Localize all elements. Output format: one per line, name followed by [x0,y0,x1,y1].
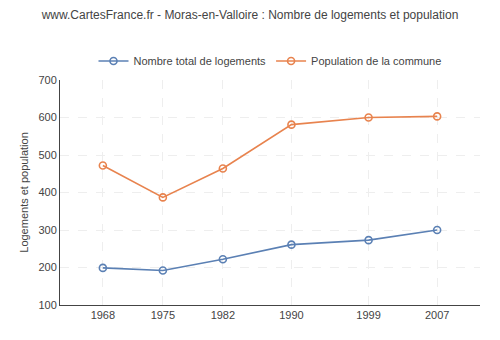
svg-text:1999: 1999 [356,309,380,321]
svg-text:1982: 1982 [211,309,235,321]
svg-text:1990: 1990 [279,309,303,321]
svg-text:200: 200 [38,261,56,273]
svg-text:300: 300 [38,224,56,236]
svg-text:100: 100 [38,299,56,311]
svg-text:600: 600 [38,111,56,123]
svg-text:Logements et population: Logements et population [18,132,30,252]
svg-text:500: 500 [38,149,56,161]
svg-text:400: 400 [38,186,56,198]
svg-text:Population de la commune: Population de la commune [311,55,441,67]
svg-text:2007: 2007 [425,309,449,321]
svg-text:www.CartesFrance.fr - Moras-en: www.CartesFrance.fr - Moras-en-Valloire … [41,8,459,22]
svg-text:1975: 1975 [151,309,175,321]
svg-text:Nombre total de logements: Nombre total de logements [134,55,267,67]
svg-text:1968: 1968 [91,309,115,321]
svg-text:700: 700 [38,74,56,86]
